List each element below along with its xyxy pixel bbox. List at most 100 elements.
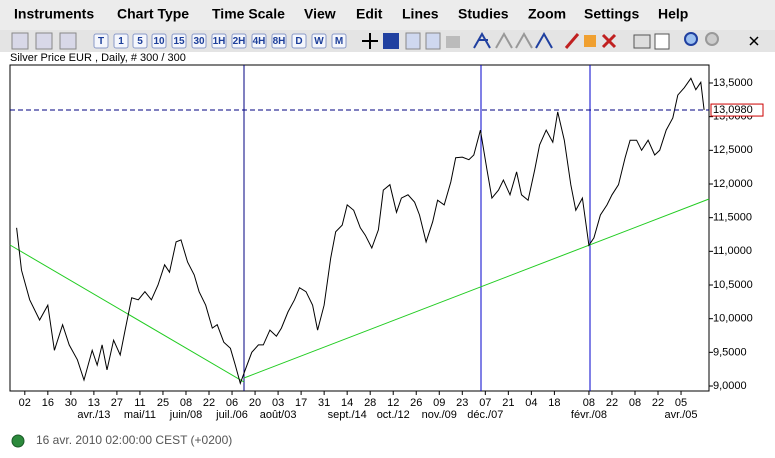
tool-icon[interactable] — [59, 32, 77, 50]
tool-icon[interactable] — [362, 33, 378, 49]
menu-item[interactable]: View — [304, 6, 336, 22]
toolbar-button-label[interactable]: T — [98, 36, 104, 47]
toolbar-button[interactable] — [93, 33, 109, 49]
menu-item[interactable]: Lines — [402, 6, 439, 22]
toolbar-icons — [11, 31, 759, 50]
toolbar-button-label[interactable]: 30 — [193, 36, 205, 47]
x-tick-label: 26 — [410, 397, 422, 409]
x-tick-label: 30 — [65, 397, 77, 409]
x-tick-label: 31 — [318, 397, 330, 409]
menu-item[interactable]: Studies — [458, 6, 509, 22]
toolbar-button[interactable] — [211, 33, 227, 49]
x-month-label: juin/08 — [169, 409, 202, 421]
tool-icon[interactable] — [473, 31, 491, 49]
tool-icon[interactable] — [495, 31, 513, 49]
toolbar-button[interactable] — [191, 33, 207, 49]
toolbar-button-label[interactable]: 4H — [253, 36, 266, 47]
status-text: 16 avr. 2010 02:00:00 CEST (+0200) — [36, 433, 232, 447]
y-tick-label: 9,5000 — [713, 346, 747, 358]
toolbar-button[interactable] — [171, 33, 187, 49]
menu-item[interactable]: Settings — [584, 6, 639, 22]
toolbar-button-label[interactable]: 1H — [213, 36, 226, 47]
menu-item[interactable]: Chart Type — [117, 6, 189, 22]
x-month-label: août/03 — [260, 409, 297, 421]
x-tick-label: 08 — [629, 397, 641, 409]
x-month-label: févr./08 — [571, 409, 607, 421]
trend-line — [243, 198, 710, 379]
x-tick-label: 13 — [88, 397, 100, 409]
tool-icon[interactable] — [633, 34, 651, 49]
toolbar-button[interactable] — [311, 33, 327, 49]
x-tick-label: 21 — [502, 397, 514, 409]
toolbar-button-label[interactable]: D — [295, 36, 302, 47]
x-tick-label: 25 — [157, 397, 169, 409]
tool-icon[interactable] — [654, 33, 670, 50]
x-tick-label: 08 — [180, 397, 192, 409]
x-tick-label: 14 — [341, 397, 353, 409]
price-line — [16, 77, 705, 385]
y-tick-label: 9,0000 — [713, 380, 747, 392]
x-tick-label: 03 — [272, 397, 284, 409]
x-tick-label: 12 — [387, 397, 399, 409]
menu-item[interactable]: Help — [658, 6, 688, 22]
menu-bar — [0, 0, 775, 30]
toolbar-button-label[interactable]: 15 — [173, 36, 185, 47]
menu-item[interactable]: Edit — [356, 6, 383, 22]
x-month-label: avr./05 — [665, 409, 698, 421]
last-price-box — [710, 103, 764, 117]
x-tick-label: 18 — [548, 397, 560, 409]
toolbar-button-label[interactable]: 2H — [233, 36, 246, 47]
tool-icon[interactable] — [11, 32, 29, 50]
menu-item[interactable]: Instruments — [14, 6, 94, 22]
x-tick-label: 02 — [19, 397, 31, 409]
x-tick-label: 22 — [606, 397, 618, 409]
toolbar-button[interactable] — [331, 33, 347, 49]
toolbar-button[interactable] — [113, 33, 129, 49]
x-tick-label: 08 — [583, 397, 595, 409]
toolbar-button-label[interactable]: 8H — [273, 36, 286, 47]
x-tick-label: 09 — [433, 397, 445, 409]
tool-icon[interactable] — [684, 32, 698, 46]
y-tick-label: 10,0000 — [713, 313, 753, 325]
tool-icon[interactable] — [35, 32, 53, 50]
toolbar-button[interactable] — [151, 33, 167, 49]
y-tick-label: 12,5000 — [713, 144, 753, 156]
plot-frame — [9, 64, 710, 392]
menu-item[interactable]: Zoom — [528, 6, 566, 22]
x-tick-label: 22 — [203, 397, 215, 409]
x-tick-label: 20 — [249, 397, 261, 409]
y-tick-label: 13,5000 — [713, 77, 753, 89]
toolbar-button[interactable] — [132, 33, 148, 49]
tool-icon[interactable] — [405, 32, 421, 50]
x-tick-label: 07 — [479, 397, 491, 409]
x-tick-label: 11 — [134, 397, 145, 409]
tool-icon[interactable] — [601, 33, 617, 49]
x-tick-label: 16 — [42, 397, 54, 409]
x-month-label: juil./06 — [215, 409, 248, 421]
toolbar-button[interactable] — [251, 33, 267, 49]
tool-icon[interactable] — [705, 32, 719, 46]
tool-icon[interactable] — [383, 33, 399, 49]
y-tick-label: 11,0000 — [713, 245, 752, 257]
toolbar-button[interactable] — [271, 33, 287, 49]
tool-icon[interactable] — [564, 33, 580, 49]
x-month-label: mai/11 — [124, 409, 156, 421]
y-tick-label: 12,0000 — [713, 178, 753, 190]
trend-line — [9, 244, 245, 383]
toolbar-button[interactable] — [231, 33, 247, 49]
toolbar-button-label[interactable]: M — [335, 36, 343, 47]
tool-icon[interactable] — [749, 36, 759, 46]
toolbar-button-label[interactable]: W — [314, 36, 324, 47]
tool-icon[interactable] — [446, 36, 460, 48]
tool-icon[interactable] — [535, 31, 553, 49]
y-tick-label: 10,5000 — [713, 279, 753, 291]
menu-item[interactable]: Time Scale — [212, 6, 285, 22]
toolbar-button-label[interactable]: 5 — [137, 36, 143, 47]
tool-icon[interactable] — [584, 35, 596, 47]
x-tick-label: 23 — [456, 397, 468, 409]
toolbar-button-label[interactable]: 10 — [153, 36, 165, 47]
tool-icon[interactable] — [425, 32, 441, 50]
toolbar-button[interactable] — [291, 33, 307, 49]
toolbar-button-label[interactable]: 1 — [118, 36, 124, 47]
tool-icon[interactable] — [515, 31, 533, 49]
